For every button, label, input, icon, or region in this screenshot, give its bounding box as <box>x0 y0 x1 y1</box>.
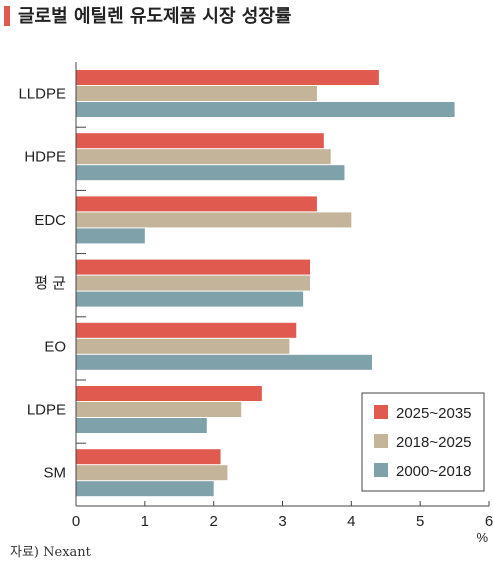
bar-2000~2018-HDPE <box>76 165 345 181</box>
bar-2000~2018-LLDPE <box>76 102 455 117</box>
category-label: SM <box>44 465 67 482</box>
x-tick-label: 1 <box>141 513 149 530</box>
bar-2000~2018-LDPE <box>76 418 207 433</box>
x-tick-label: 5 <box>416 513 424 530</box>
bar-2018~2025-EDC <box>76 212 352 228</box>
x-tick-label: 2 <box>209 513 217 530</box>
legend-label: 2018~2025 <box>396 434 472 451</box>
category-label: 평 균 <box>34 275 66 292</box>
category-label: LDPE <box>27 402 66 419</box>
category-label: HDPE <box>24 149 66 166</box>
bar-2018~2025-평 균 <box>76 275 311 291</box>
title-accent-marker <box>4 6 10 26</box>
bar-2025~2035-EO <box>76 322 297 338</box>
category-label: EO <box>44 338 66 355</box>
x-tick-label: 6 <box>485 513 493 530</box>
category-label: EDC <box>34 212 66 229</box>
x-tick-label: 0 <box>72 513 80 530</box>
legend-label: 2025~2035 <box>396 405 472 422</box>
x-axis-unit: % <box>476 530 488 545</box>
bar-2000~2018-평 균 <box>76 291 304 307</box>
bar-2025~2035-LDPE <box>76 386 262 401</box>
source-note: 자료) Nexant <box>10 545 92 560</box>
bar-2000~2018-EO <box>76 354 372 370</box>
bar-2000~2018-EDC <box>76 228 145 244</box>
x-tick-label: 3 <box>278 513 286 530</box>
bar-2025~2035-LLDPE <box>76 70 379 85</box>
bar-2018~2025-SM <box>76 465 228 481</box>
legend-swatch <box>374 434 388 448</box>
chart-title: 글로벌 에틸렌 유도제품 시장 성장률 <box>18 6 291 27</box>
category-label: LLDPE <box>18 86 66 103</box>
bar-2018~2025-LLDPE <box>76 86 317 101</box>
bar-2018~2025-LDPE <box>76 402 242 417</box>
legend-swatch <box>374 463 388 477</box>
bars-group <box>76 70 455 497</box>
bar-2018~2025-HDPE <box>76 149 331 165</box>
legend-swatch <box>374 405 388 419</box>
bar-2000~2018-SM <box>76 481 214 497</box>
legend-label: 2000~2018 <box>396 463 472 480</box>
bar-2025~2035-HDPE <box>76 133 324 149</box>
bar-2025~2035-EDC <box>76 196 317 212</box>
legend: 2025~2035 2018~2025 2000~2018 <box>361 392 485 492</box>
x-tick-label: 4 <box>347 513 355 530</box>
bar-2025~2035-SM <box>76 449 221 465</box>
bar-2025~2035-평 균 <box>76 259 311 275</box>
bar-2018~2025-EO <box>76 338 290 354</box>
axes-group: LLDPE HDPE EDC 평 균 EO LDPE SM 0 1 2 3 4 5 6% <box>18 62 493 545</box>
